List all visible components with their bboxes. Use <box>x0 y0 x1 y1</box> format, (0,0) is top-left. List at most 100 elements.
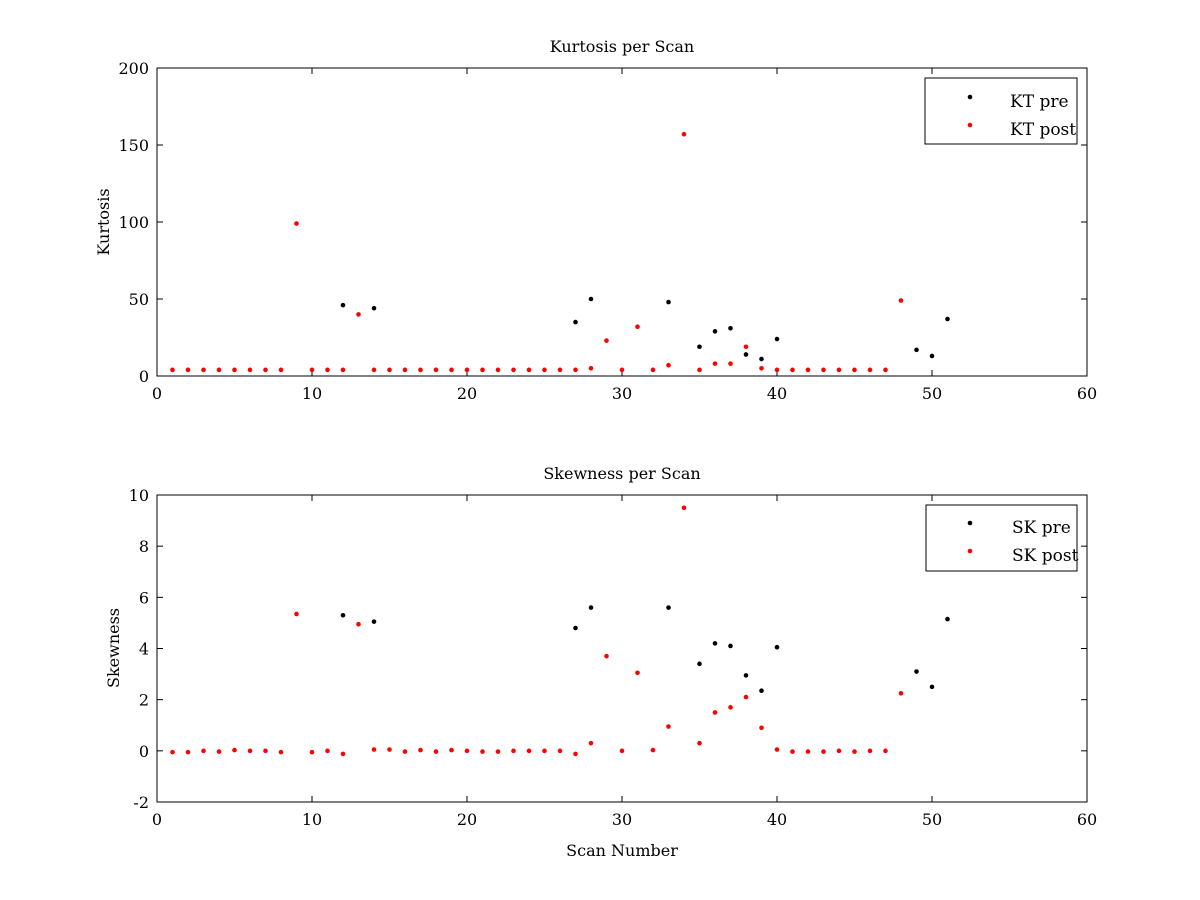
data-point-sk-pre <box>666 605 671 610</box>
data-point-kt-post <box>821 367 826 373</box>
data-point-kt-post <box>650 367 656 373</box>
kurtosis-y-tick-label: 200 <box>118 59 149 78</box>
kurtosis-y-axis-label: Kurtosis <box>94 188 113 255</box>
data-point-sk-post <box>557 748 563 754</box>
data-point-kt-post <box>557 367 563 373</box>
data-point-sk-post <box>247 748 253 754</box>
data-point-kt-post <box>883 367 888 373</box>
data-point-sk-post <box>852 749 857 754</box>
data-point-sk-post <box>294 611 299 617</box>
data-point-kt-pre <box>340 302 346 308</box>
data-point-sk-post <box>526 748 532 754</box>
data-point-sk-post <box>356 621 361 627</box>
data-point-sk-post <box>867 748 873 754</box>
legend-label-kt-post: KT post <box>1010 120 1076 140</box>
data-point-sk-post <box>170 749 175 755</box>
kurtosis-y-tick-label: 100 <box>118 213 149 232</box>
data-point-kt-pre <box>697 344 702 350</box>
data-point-kt-post <box>836 367 842 373</box>
data-point-kt-post <box>790 367 795 373</box>
data-point-kt-post <box>511 367 516 373</box>
skewness-x-tick-label: 30 <box>612 810 632 829</box>
data-point-kt-post <box>201 367 206 373</box>
data-point-sk-post <box>604 653 609 659</box>
kurtosis-title: Kurtosis per Scan <box>550 37 694 56</box>
data-point-kt-post <box>185 367 191 373</box>
data-point-kt-pre <box>728 325 733 331</box>
data-point-kt-post <box>759 366 764 371</box>
data-point-sk-post <box>883 748 888 754</box>
legend-marker-kt-pre <box>967 94 973 100</box>
data-point-kt-post <box>371 367 377 373</box>
data-point-kt-post <box>728 361 733 366</box>
skewness-legend: SK pre SK post <box>925 504 1079 572</box>
skewness-y-axis-label: Skewness <box>104 608 123 688</box>
data-point-kt-post <box>495 367 501 373</box>
data-point-sk-post <box>464 748 470 754</box>
data-point-sk-pre <box>712 641 718 646</box>
data-point-kt-post <box>898 298 904 303</box>
data-point-kt-post <box>294 221 299 226</box>
data-point-kt-post <box>743 344 749 350</box>
data-point-kt-post <box>712 361 718 366</box>
data-point-kt-pre <box>914 347 919 353</box>
data-point-sk-post <box>449 747 454 753</box>
kurtosis-x-tick-label: 10 <box>302 384 322 403</box>
data-point-sk-post <box>619 748 625 754</box>
data-point-kt-post <box>216 367 222 373</box>
data-point-sk-post <box>340 751 346 757</box>
data-point-kt-post <box>604 338 609 343</box>
data-point-kt-post <box>805 367 811 373</box>
data-point-sk-pre <box>759 688 764 694</box>
data-point-kt-post <box>325 367 330 373</box>
data-point-sk-post <box>201 748 206 754</box>
data-point-sk-post <box>573 751 578 757</box>
data-point-kt-pre <box>774 336 780 342</box>
kurtosis-subplot: Kurtosis per Scan Kurtosis 0 10 20 30 40 50 60… <box>94 37 1097 403</box>
legend-label-sk-post: SK post <box>1012 546 1079 566</box>
kurtosis-legend-box <box>924 77 1078 145</box>
data-point-kt-post <box>542 367 547 373</box>
data-point-kt-post <box>867 367 873 373</box>
data-point-sk-pre <box>945 616 950 622</box>
skewness-title: Skewness per Scan <box>543 464 700 483</box>
skewness-y-tick-label: 2 <box>139 691 149 710</box>
data-point-kt-post <box>170 367 175 373</box>
data-point-sk-pre <box>588 605 594 610</box>
data-point-kt-post <box>619 367 625 373</box>
kurtosis-ticks: 0 10 20 30 40 50 60 0 50 100 150 200 <box>118 59 1097 403</box>
data-point-sk-post <box>495 749 501 754</box>
skewness-subplot: Skewness per Scan Skewness Scan Number 0… <box>104 464 1097 860</box>
data-point-sk-post <box>433 749 439 754</box>
data-point-sk-post <box>402 749 408 754</box>
data-point-kt-post <box>464 367 470 373</box>
data-point-sk-post <box>681 505 687 511</box>
data-point-sk-post <box>743 694 749 700</box>
data-point-sk-post <box>309 749 315 755</box>
data-point-kt-post <box>418 367 423 373</box>
skewness-data-points <box>170 505 950 757</box>
kurtosis-y-tick-label: 50 <box>129 290 149 309</box>
data-point-sk-pre <box>774 644 780 650</box>
x-axis-label: Scan Number <box>566 841 678 860</box>
kurtosis-y-tick-label: 150 <box>118 136 149 155</box>
legend-marker-kt-post <box>967 122 973 128</box>
data-point-kt-post <box>681 131 687 137</box>
kurtosis-y-tick-label: 0 <box>139 367 149 386</box>
skewness-x-tick-label: 40 <box>767 810 787 829</box>
data-point-sk-post <box>418 747 423 753</box>
data-point-sk-post <box>728 705 733 710</box>
data-point-kt-post <box>433 367 439 373</box>
kurtosis-x-tick-label: 0 <box>152 384 162 403</box>
skewness-y-tick-label: 0 <box>139 742 149 761</box>
data-point-kt-pre <box>573 319 578 325</box>
kurtosis-x-tick-label: 50 <box>922 384 942 403</box>
data-point-sk-pre <box>340 612 346 618</box>
data-point-kt-post <box>387 367 392 373</box>
data-point-sk-post <box>185 749 191 755</box>
data-point-sk-post <box>697 740 702 746</box>
data-point-kt-post <box>635 324 640 330</box>
data-point-sk-pre <box>728 643 733 649</box>
data-point-kt-pre <box>743 352 749 357</box>
